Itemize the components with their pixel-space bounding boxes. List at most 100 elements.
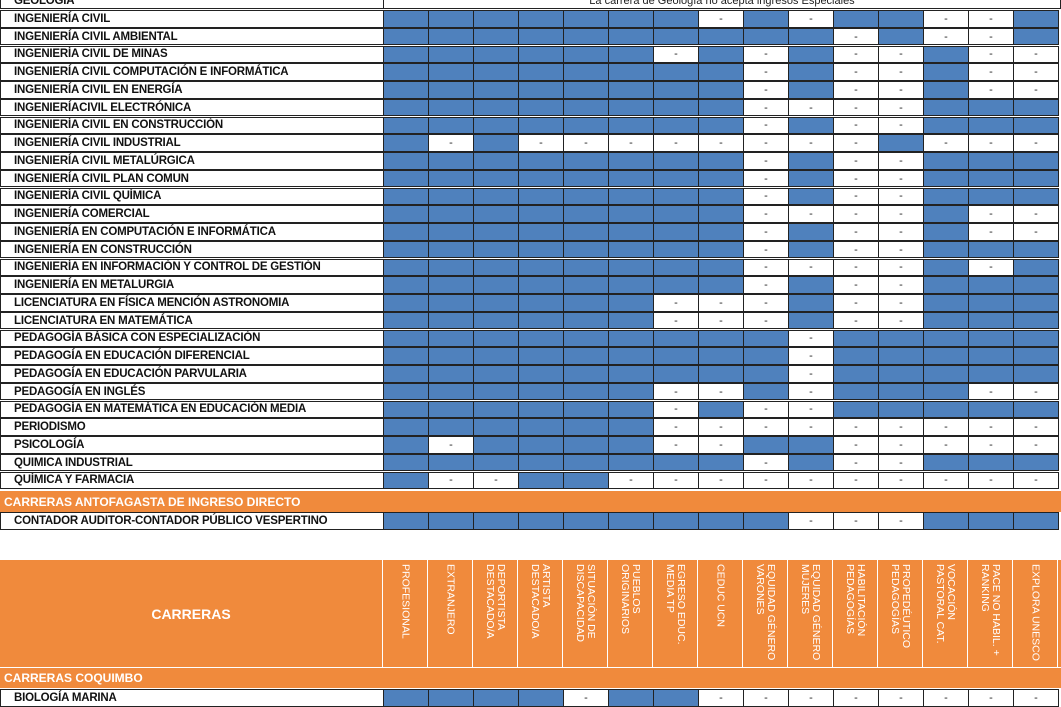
cell-accepted: [699, 329, 744, 348]
cell-accepted: [789, 45, 834, 64]
cell-not-accepted: -: [969, 45, 1014, 64]
cell-accepted: [969, 329, 1014, 348]
cell-accepted: [384, 45, 429, 64]
cell-accepted: [924, 116, 969, 135]
cell-not-accepted: -: [654, 400, 699, 419]
table-row: PEDAGOGÍA EN EDUCACIÓN DIFERENCIAL -: [0, 347, 1059, 365]
cell-accepted: [564, 311, 609, 330]
cell-accepted: [609, 347, 654, 365]
cell-accepted: [564, 400, 609, 419]
cell-accepted: [519, 27, 564, 46]
cell-not-accepted: -: [924, 27, 969, 46]
table-row: INGENIERÍA CIVIL AMBIENTAL - - -: [0, 27, 1059, 46]
header-column: CEDUC UCN: [698, 560, 743, 667]
cell-accepted: [519, 347, 564, 365]
cell-not-accepted: -: [789, 205, 834, 223]
header-column-label: CEDUC UCN: [714, 564, 727, 627]
cell-accepted: [1014, 116, 1059, 135]
career-name: PERIODISMO: [0, 418, 383, 436]
cell-not-accepted: -: [429, 134, 474, 152]
cell-not-accepted: -: [744, 45, 789, 64]
cell-accepted: [879, 329, 924, 348]
cell-accepted: [384, 365, 429, 383]
header-column-label: HABILITACIÓN PEDAGOGÍAS: [844, 564, 867, 637]
cell-accepted: [654, 689, 699, 707]
header-column: ARTISTA DESTACADO/A: [518, 560, 563, 667]
cell-accepted: [474, 329, 519, 348]
cell-accepted: [519, 98, 564, 117]
cell-accepted: [834, 365, 879, 383]
cell-accepted: [564, 294, 609, 312]
cell-accepted: [879, 365, 924, 383]
cell-accepted: [654, 187, 699, 206]
cell-not-accepted: -: [744, 205, 789, 223]
cell-accepted: [519, 471, 564, 490]
header-column: PROFESIONAL: [383, 560, 428, 667]
header-column-label: PACE NO HABIL. + RANKING: [979, 564, 1002, 656]
cell-accepted: [969, 152, 1014, 170]
cell-not-accepted: -: [879, 436, 924, 454]
cell-accepted: [789, 187, 834, 206]
cell-accepted: [789, 294, 834, 312]
cell-not-accepted: -: [969, 689, 1014, 707]
cell-accepted: [654, 205, 699, 223]
cell-accepted: [1014, 329, 1059, 348]
header-column: HABILITACIÓN PEDAGOGÍAS: [833, 560, 878, 667]
cell-not-accepted: -: [879, 311, 924, 330]
cell-not-accepted: -: [789, 400, 834, 419]
career-name: BIOLOGÍA MARINA: [0, 689, 383, 707]
cell-accepted: [384, 10, 429, 28]
cell-not-accepted: -: [924, 134, 969, 152]
cell-not-accepted: -: [924, 436, 969, 454]
cell-accepted: [384, 453, 429, 472]
cell-accepted: [519, 63, 564, 81]
career-name: LICENCIATURA EN MATEMÁTICA: [0, 311, 383, 330]
cell-accepted: [789, 240, 834, 259]
cell-accepted: [519, 116, 564, 135]
cell-accepted: [429, 347, 474, 365]
cell-accepted: [519, 152, 564, 170]
cell-accepted: [519, 453, 564, 472]
cell-accepted: [474, 276, 519, 294]
cell-accepted: [609, 400, 654, 419]
cell-not-accepted: -: [699, 311, 744, 330]
cell-accepted: [699, 81, 744, 99]
cell-not-accepted: -: [744, 311, 789, 330]
cell-not-accepted: -: [699, 471, 744, 490]
cell-not-accepted: -: [924, 471, 969, 490]
cell-not-accepted: -: [879, 240, 924, 259]
cell-accepted: [699, 187, 744, 206]
cell-accepted: [1014, 169, 1059, 188]
header-column: EXTRANJERO: [428, 560, 473, 667]
header-column-label: PROFESIONAL: [399, 564, 412, 639]
cell-accepted: [654, 240, 699, 259]
cell-not-accepted: -: [744, 400, 789, 419]
cell-accepted: [519, 436, 564, 454]
cell-accepted: [789, 223, 834, 241]
cell-accepted: [1014, 187, 1059, 206]
cell-accepted: [654, 347, 699, 365]
cell-not-accepted: -: [834, 418, 879, 436]
cell-not-accepted: -: [879, 418, 924, 436]
cell-accepted: [519, 10, 564, 28]
cell-not-accepted: -: [924, 10, 969, 28]
cell-accepted: [384, 81, 429, 99]
cell-accepted: [924, 347, 969, 365]
cell-accepted: [969, 512, 1014, 530]
cell-accepted: [519, 81, 564, 99]
cell-not-accepted: -: [924, 689, 969, 707]
cell-accepted: [789, 116, 834, 135]
cell-not-accepted: -: [699, 10, 744, 28]
cell-accepted: [474, 436, 519, 454]
cell-not-accepted: -: [969, 223, 1014, 241]
cell-accepted: [564, 365, 609, 383]
cell-accepted: [429, 187, 474, 206]
cell-not-accepted: -: [789, 98, 834, 117]
cell-accepted: [879, 10, 924, 28]
cell-not-accepted: -: [519, 134, 564, 152]
cell-accepted: [969, 365, 1014, 383]
cell-accepted: [789, 81, 834, 99]
cell-accepted: [474, 512, 519, 530]
cell-not-accepted: -: [834, 223, 879, 241]
table-row: INGENIERÍACIVIL ELECTRÓNICA - - - -: [0, 98, 1059, 117]
